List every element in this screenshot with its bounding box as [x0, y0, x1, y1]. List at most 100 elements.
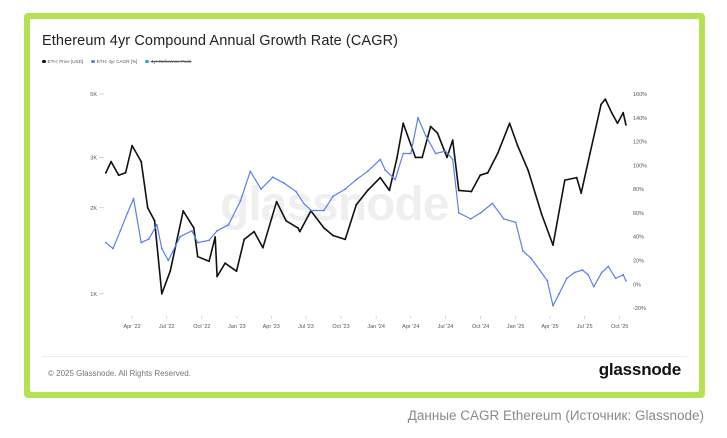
cagr-point [249, 170, 252, 173]
price-point [527, 169, 530, 172]
price-point [355, 203, 358, 206]
series-line-price [105, 98, 627, 295]
cagr-point [147, 238, 150, 241]
cagr-point [457, 212, 460, 214]
price-point [421, 156, 424, 159]
price-point [104, 171, 107, 174]
x-tick-label: Apr '22 [123, 324, 140, 330]
legend-label-price: ETH: Price [USD] [47, 59, 84, 64]
cagr-point [514, 221, 517, 224]
cagr-point [409, 152, 412, 155]
price-point [414, 156, 417, 159]
cagr-point [160, 247, 163, 250]
y-left-tick-label: 1K [90, 292, 97, 298]
chart-canvas[interactable]: Apr '22 Jul '22 Oct '22 Jan '23 Apr '23 Jul '… [30, 19, 699, 354]
cagr-point [167, 259, 170, 262]
y-right-tick-label: 160% [633, 92, 647, 98]
legend-label-reference: 4yr Reference Point [150, 59, 192, 64]
legend-swatch-cagr [91, 59, 95, 64]
cagr-point [140, 241, 143, 244]
cagr-point [538, 269, 541, 271]
chart-title: Ethereum 4yr Compound Annual Growth Rate… [42, 33, 399, 49]
x-tick-label: Jan '23 [228, 324, 246, 330]
price-point [298, 230, 301, 233]
x-tick-label: Oct '22 [193, 324, 210, 330]
cagr-point [196, 241, 199, 244]
cagr-point [622, 273, 625, 276]
cagr-point [592, 285, 595, 288]
price-point [446, 156, 448, 159]
cagr-point [126, 212, 129, 214]
y-right-tick-label: 60% [633, 211, 644, 217]
cagr-point [558, 292, 560, 295]
cagr-point [119, 229, 122, 232]
price-point [216, 275, 219, 278]
price-point [563, 179, 566, 182]
price-point [429, 125, 432, 128]
cagr-point [600, 271, 603, 274]
price-point [344, 238, 347, 241]
price-point [243, 238, 246, 241]
cagr-point [581, 269, 584, 271]
price-point [323, 227, 325, 229]
x-tick-label: Jan '25 [507, 324, 525, 330]
cagr-point [394, 178, 397, 181]
price-point [117, 174, 120, 177]
cagr-point [625, 279, 627, 282]
price-point [575, 176, 578, 179]
price-point [552, 244, 554, 247]
x-tick-label: Apr '24 [402, 324, 419, 330]
price-point [160, 292, 163, 295]
price-point [616, 122, 619, 125]
watermark-text: glassnode [220, 178, 449, 231]
cagr-point [614, 277, 617, 280]
price-point [214, 236, 217, 238]
cagr-point [546, 279, 549, 282]
glassnode-logo: glassnode [598, 360, 681, 379]
price-point [110, 160, 112, 163]
price-point [625, 123, 627, 126]
cagr-point [260, 188, 262, 191]
y-right-tick-label: 100% [633, 163, 647, 169]
cagr-point [469, 218, 472, 220]
legend-swatch-price [42, 59, 46, 64]
cagr-point [366, 170, 369, 173]
price-point [235, 270, 238, 273]
price-point [436, 132, 439, 134]
legend: ETH: Price [USD] ETH: 4yr CAGR [%] 4yr R… [42, 59, 191, 64]
price-point [396, 156, 398, 159]
cagr-point [283, 182, 286, 185]
cagr-point [565, 277, 568, 280]
legend-item-cagr[interactable]: ETH: 4yr CAGR [%] [91, 59, 137, 64]
cagr-point [227, 223, 230, 226]
price-point [451, 139, 454, 141]
price-point [486, 171, 489, 174]
x-tick-label: Jul '24 [438, 324, 454, 330]
price-point [124, 171, 127, 174]
cagr-point [444, 150, 447, 153]
price-point [224, 262, 227, 265]
price-point [479, 174, 482, 177]
cagr-point [302, 202, 305, 205]
price-point [262, 246, 264, 249]
cagr-point [491, 202, 494, 205]
y-right-tick-label: 140% [633, 116, 647, 122]
cagr-point [344, 188, 347, 191]
cagr-point [156, 223, 158, 226]
price-point [540, 213, 543, 216]
legend-item-price[interactable]: ETH: Price [USD] [42, 59, 83, 64]
legend-item-reference[interactable]: 4yr Reference Point [145, 59, 191, 64]
price-point [146, 206, 149, 209]
price-point [208, 260, 211, 263]
price-point [366, 189, 369, 192]
x-tick-label: Oct '23 [332, 324, 349, 330]
chart-frame: Ethereum 4yr Compound Annual Growth Rate… [24, 13, 705, 398]
cagr-point [522, 250, 524, 252]
price-point [140, 160, 143, 163]
x-tick-label: Jul '25 [577, 324, 593, 330]
price-point [332, 234, 334, 237]
cagr-point [530, 257, 532, 259]
cagr-point [132, 197, 135, 200]
legend-swatch-reference [145, 59, 149, 64]
cagr-point [402, 152, 405, 155]
